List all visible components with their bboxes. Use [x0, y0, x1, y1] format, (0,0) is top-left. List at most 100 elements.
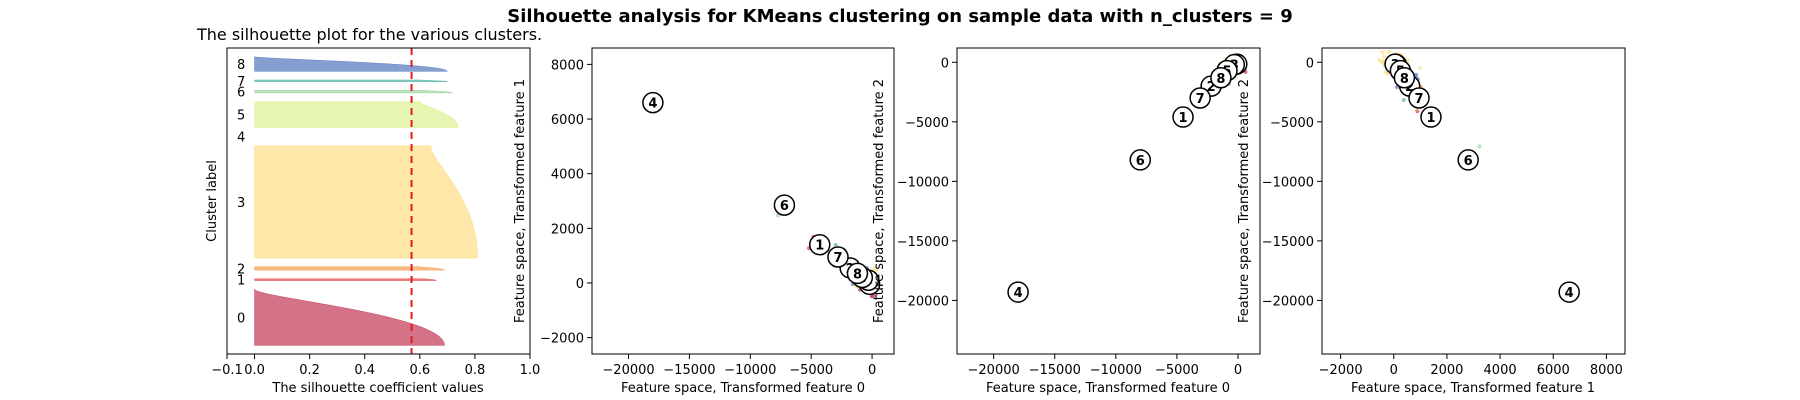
x-tick-label: −10000 — [724, 363, 776, 378]
y-tick-label: −20000 — [897, 294, 949, 309]
x-tick-label: 0.4 — [354, 363, 375, 378]
scatter-y-label: Feature space, Transformed feature 2 — [1237, 79, 1252, 323]
silhouette-bar-2 — [254, 266, 445, 271]
data-point — [1380, 50, 1385, 55]
y-tick-label: 4000 — [551, 168, 584, 183]
cluster-center-8: 8 — [846, 262, 869, 285]
cluster-center-label: 2 — [1207, 80, 1216, 95]
cluster-center-4: 4 — [642, 91, 664, 114]
x-tick-label: −20000 — [602, 363, 654, 378]
silhouette-axes-frame — [226, 47, 531, 355]
data-point — [873, 266, 878, 271]
y-tick-label: 2000 — [551, 222, 584, 237]
cluster-center-marker — [773, 194, 796, 216]
cluster-center-label: 7 — [833, 251, 842, 266]
x-tick-label: 0.8 — [465, 363, 486, 378]
cluster-center-marker — [1457, 149, 1479, 171]
silhouette-bar-3 — [254, 145, 478, 259]
data-point — [1415, 109, 1420, 114]
cluster-center-7: 7 — [1189, 87, 1211, 109]
cluster-center-label: 4 — [1565, 286, 1574, 301]
cluster-center-4: 4 — [1007, 281, 1029, 303]
y-tick-label: −10000 — [1262, 175, 1314, 190]
cluster-center-7: 7 — [827, 246, 849, 268]
cluster-center-marker — [1393, 67, 1416, 89]
data-point — [1383, 70, 1388, 75]
cluster-label-3: 3 — [237, 196, 245, 211]
silhouette-bar-8 — [254, 56, 448, 72]
y-tick-label: −15000 — [897, 235, 949, 250]
x-tick-label: 0.0 — [244, 363, 265, 378]
scatter-ticks: −20000 −15000 −10000 −5000 0 −20000 −15000 −100… — [897, 56, 1242, 378]
x-tick-label: 2000 — [1430, 363, 1463, 378]
cluster-label-8: 8 — [237, 58, 245, 73]
cluster-center-6: 6 — [773, 194, 796, 216]
data-point — [1477, 144, 1482, 149]
cluster-center-label: 4 — [1014, 286, 1023, 301]
data-point — [869, 294, 874, 299]
data-point — [1386, 49, 1391, 54]
y-tick-label: 0 — [576, 277, 584, 292]
scatter-ticks: −20000 −15000 −10000 −5000 0−200002000400060… — [540, 58, 876, 378]
silhouette-x-label: The silhouette coefficient values — [271, 381, 483, 396]
x-tick-label: 0 — [1390, 363, 1398, 378]
x-tick-label: −5000 — [789, 363, 833, 378]
silhouette-bar-5 — [254, 101, 459, 128]
cluster-center-label: 2 — [1405, 80, 1414, 95]
scatter-y-label: Feature space, Transformed feature 2 — [872, 79, 887, 323]
x-tick-label: −10000 — [1090, 363, 1142, 378]
x-tick-label: −15000 — [1029, 363, 1081, 378]
cluster-center-marker — [1408, 87, 1430, 109]
cluster-center-label: 7 — [1414, 92, 1423, 107]
y-tick-label: −2000 — [540, 332, 584, 347]
cluster-center-marker — [1129, 149, 1152, 171]
cluster-center-marker — [827, 246, 849, 268]
cluster-center-4: 4 — [1558, 281, 1580, 303]
y-tick-label: −10000 — [897, 175, 949, 190]
cluster-center-label: 6 — [1464, 154, 1473, 169]
scatter-x-label: Feature space, Transformed feature 0 — [621, 381, 865, 396]
y-tick-label: 6000 — [551, 113, 584, 128]
data-point — [1377, 58, 1382, 63]
cluster-center-marker — [642, 91, 664, 114]
cluster-label-6: 6 — [237, 86, 245, 101]
silhouette-bar-7 — [254, 79, 448, 82]
cluster-center-marker — [808, 233, 831, 256]
scatter-axes-frame — [1321, 47, 1626, 355]
cluster-center-marker — [1420, 106, 1442, 128]
x-tick-label: 1.0 — [520, 363, 541, 378]
x-tick-label: −5000 — [1155, 363, 1199, 378]
y-tick-label: −5000 — [1270, 116, 1314, 131]
cluster-center-1: 1 — [1172, 106, 1194, 128]
cluster-label-2: 2 — [237, 262, 245, 277]
cluster-center-marker — [1558, 281, 1580, 303]
silhouette-y-label: Cluster label — [205, 160, 220, 242]
cluster-center-marker — [846, 262, 869, 285]
cluster-center-7: 7 — [1408, 87, 1430, 109]
y-tick-label: −15000 — [1262, 235, 1314, 250]
cluster-center-6: 6 — [1457, 149, 1479, 171]
cluster-center-label: 6 — [780, 199, 789, 214]
cluster-center-1: 1 — [808, 233, 831, 256]
silhouette-bar-6 — [254, 90, 454, 94]
figure-title: Silhouette analysis for KMeans clusterin… — [507, 6, 1292, 27]
cluster-center-1: 1 — [1420, 106, 1442, 128]
cluster-center-label: 6 — [1136, 154, 1145, 169]
y-tick-label: 0 — [1306, 56, 1314, 71]
data-point — [1381, 54, 1386, 59]
silhouette-bar-0 — [254, 288, 445, 346]
scatter-axes-frame — [956, 47, 1261, 355]
x-tick-label: 0 — [1234, 363, 1242, 378]
y-tick-label: 0 — [941, 56, 949, 71]
cluster-center-marker — [1172, 106, 1194, 128]
cluster-center-8: 8 — [1393, 67, 1416, 89]
x-tick-label: 0.6 — [409, 363, 430, 378]
cluster-center-marker — [1189, 87, 1211, 109]
y-tick-label: −20000 — [1262, 294, 1314, 309]
cluster-label-0: 0 — [237, 311, 245, 326]
